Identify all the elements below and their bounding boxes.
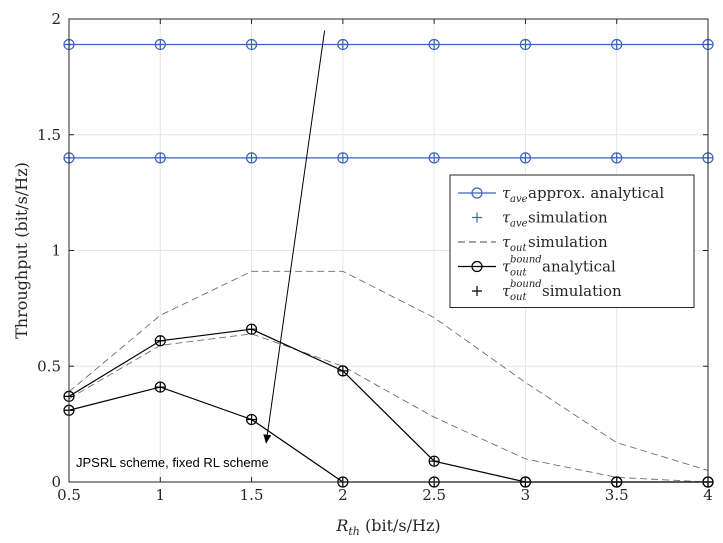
data-point-plus — [520, 39, 531, 50]
series-line — [68, 270, 709, 471]
data-point-plus — [429, 456, 440, 467]
legend-entry: τ out bound simulation — [472, 279, 622, 303]
data-point-plus — [246, 414, 257, 425]
series-5 — [68, 333, 709, 483]
data-point-plus — [155, 152, 166, 163]
y-axis-label: Throughput (bit/s/Hz) — [12, 162, 31, 339]
data-point-plus — [246, 39, 257, 50]
data-point-plus — [155, 335, 166, 346]
legend-subscript: out — [510, 292, 527, 303]
data-point-plus — [611, 152, 622, 163]
legend-label: simulation — [542, 282, 622, 300]
legend-subscript: out — [510, 243, 527, 254]
data-point-plus — [337, 365, 348, 376]
legend-box — [449, 174, 695, 308]
data-point-plus — [155, 382, 166, 393]
x-tick-label: 4 — [703, 486, 713, 504]
x-axis-label: Rth (bit/s/Hz) — [335, 516, 440, 538]
legend-marker-circle — [471, 187, 483, 199]
legend-label: approx. analytical — [528, 184, 664, 202]
legend-label: simulation — [528, 233, 608, 251]
series-line — [68, 333, 709, 483]
annotation: JPSRL scheme, fixed RL scheme — [76, 30, 326, 470]
series-4 — [68, 270, 709, 471]
legend-superscript: bound — [510, 279, 542, 290]
x-tick-label: 1.5 — [240, 486, 264, 504]
data-point-plus — [429, 39, 440, 50]
data-point-plus — [429, 152, 440, 163]
x-tick-label: 2 — [338, 486, 348, 504]
data-point-plus — [246, 324, 257, 335]
data-point-plus — [337, 39, 348, 50]
data-point-plus — [246, 152, 257, 163]
annotation-arrow — [263, 30, 326, 444]
legend-subscript: ave — [510, 219, 528, 230]
annotation-text: JPSRL scheme, fixed RL scheme — [76, 455, 269, 470]
x-tick-label: 2.5 — [422, 486, 446, 504]
legend-entry: τ ave approx. analytical — [458, 184, 664, 205]
legend-marker-circle — [471, 260, 483, 273]
x-tick-label: 0.5 — [57, 486, 81, 504]
legend-subscript: ave — [510, 194, 528, 205]
data-point-plus — [155, 39, 166, 50]
y-tick-label: 0.5 — [37, 357, 61, 375]
x-tick-label: 1 — [156, 486, 166, 504]
legend-entry: τ out simulation — [458, 233, 608, 254]
y-tick-label: 1 — [51, 242, 61, 260]
legend-symbol: τ — [502, 233, 511, 251]
legend-subscript: out — [510, 268, 527, 279]
legend-marker-plus — [472, 286, 482, 296]
data-point-plus — [520, 152, 531, 163]
series-3 — [64, 152, 713, 163]
y-tick-label: 2 — [51, 10, 61, 28]
x-tick-label: 3.5 — [605, 486, 629, 504]
legend-symbol: τ — [502, 282, 511, 300]
legend-symbol: τ — [502, 258, 511, 276]
legend-superscript: bound — [510, 255, 542, 266]
x-tick-label: 3 — [521, 486, 531, 504]
legend-entry: τ out bound analytical — [458, 255, 616, 279]
legend-marker-plus — [472, 212, 482, 223]
legend-label: analytical — [542, 258, 616, 276]
y-tick-label: 0 — [51, 473, 61, 491]
data-point-plus — [611, 39, 622, 50]
y-tick-label: 1.5 — [37, 126, 61, 144]
legend-symbol: τ — [502, 209, 511, 227]
legend-entry: τ ave simulation — [472, 209, 608, 230]
legend-symbol: τ — [502, 184, 511, 202]
legend-label: simulation — [528, 209, 608, 227]
data-point-plus — [337, 152, 348, 163]
